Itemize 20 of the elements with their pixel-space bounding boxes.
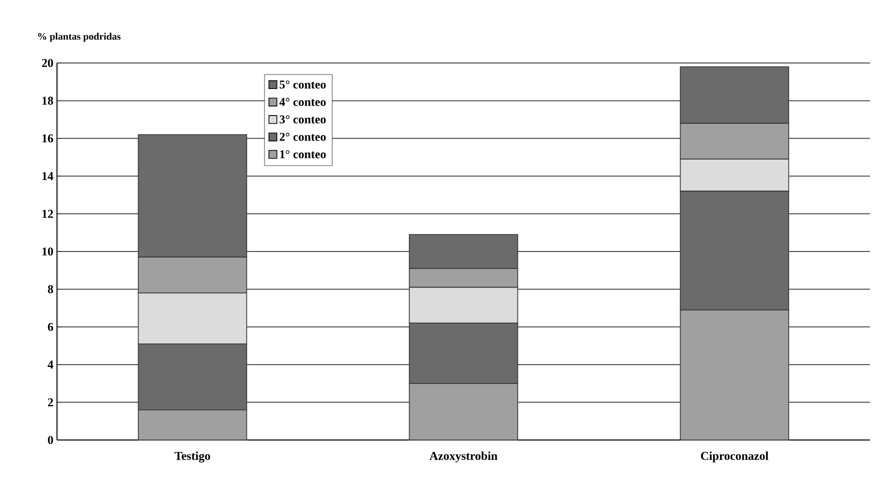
legend-label: 1° conteo — [280, 150, 326, 158]
y-axis-title: % plantas podridas — [38, 32, 121, 42]
y-tick-label: 2 — [48, 398, 53, 406]
y-tick-label: 14 — [42, 172, 54, 180]
y-tick-label: 8 — [48, 285, 54, 294]
y-tick-label: 10 — [42, 247, 54, 256]
y-tick-label: 0 — [48, 436, 54, 444]
y-tick-label: 16 — [42, 134, 54, 142]
y-tick-label: 20 — [42, 58, 54, 68]
x-tick-label: Azoxystrobin — [430, 452, 498, 462]
legend-label: 5° conteo — [280, 80, 326, 89]
x-tick-label: Ciproconazol — [700, 452, 768, 462]
y-tick-label: 4 — [48, 360, 54, 369]
y-tick-label: 18 — [42, 96, 54, 105]
legend-label: 2° conteo — [280, 132, 326, 141]
y-tick-label: 12 — [42, 210, 53, 218]
x-tick-label: Testigo — [174, 452, 210, 462]
legend-label: 3° conteo — [280, 115, 326, 124]
y-tick-label: 6 — [48, 322, 54, 331]
legend-label: 4° conteo — [279, 98, 326, 106]
